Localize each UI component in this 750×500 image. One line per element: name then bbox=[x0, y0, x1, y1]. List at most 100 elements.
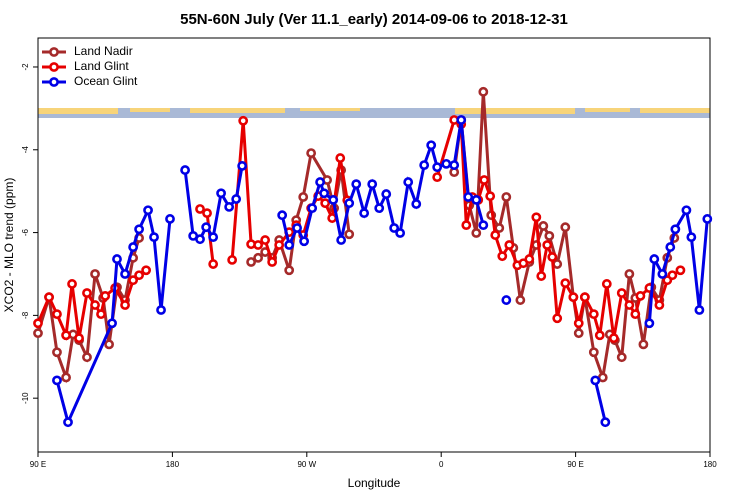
data-point bbox=[501, 295, 512, 305]
data-point bbox=[44, 292, 54, 303]
data-point bbox=[351, 179, 362, 190]
data-point bbox=[389, 223, 400, 233]
data-point bbox=[336, 235, 347, 245]
data-point bbox=[216, 188, 226, 199]
data-point bbox=[344, 198, 355, 209]
data-point bbox=[665, 242, 676, 252]
data-point bbox=[156, 305, 166, 315]
data-point bbox=[638, 339, 649, 350]
data-point bbox=[624, 300, 635, 310]
data-point bbox=[675, 265, 686, 276]
data-point bbox=[568, 292, 579, 303]
data-point bbox=[573, 318, 584, 329]
data-point bbox=[579, 292, 590, 303]
data-point bbox=[601, 279, 612, 289]
data-point bbox=[82, 352, 92, 363]
data-point bbox=[180, 165, 190, 175]
data-point bbox=[238, 115, 249, 126]
data-point bbox=[395, 228, 406, 238]
data-point bbox=[471, 194, 482, 205]
data-point bbox=[515, 295, 526, 305]
data-point bbox=[560, 278, 571, 288]
data-point bbox=[504, 240, 515, 250]
data-point bbox=[441, 158, 452, 169]
y-tick-label: -6 bbox=[21, 228, 30, 236]
data-point bbox=[231, 194, 242, 204]
data-point bbox=[33, 328, 43, 339]
data-point bbox=[74, 333, 84, 344]
data-point bbox=[246, 257, 256, 267]
data-point bbox=[292, 223, 302, 233]
data-point bbox=[112, 254, 122, 264]
data-point bbox=[120, 300, 130, 310]
y-tick-label: -2 bbox=[21, 63, 30, 71]
data-point bbox=[524, 254, 535, 264]
map-strip bbox=[38, 108, 710, 118]
data-point bbox=[90, 300, 100, 310]
data-point bbox=[141, 265, 152, 276]
data-point bbox=[588, 347, 599, 358]
data-point bbox=[344, 229, 355, 240]
data-point bbox=[536, 271, 547, 281]
data-point bbox=[478, 86, 489, 97]
data-point bbox=[253, 240, 264, 250]
data-point bbox=[573, 328, 584, 339]
data-point bbox=[52, 347, 62, 358]
y-tick-label: -10 bbox=[21, 392, 30, 404]
data-point bbox=[96, 309, 106, 320]
data-point bbox=[590, 375, 601, 386]
data-point bbox=[552, 313, 563, 324]
data-point bbox=[616, 288, 627, 298]
data-point bbox=[134, 270, 144, 281]
data-point bbox=[681, 205, 692, 216]
x-axis-label: Longitude bbox=[348, 476, 401, 490]
data-point bbox=[670, 224, 681, 235]
data-point bbox=[208, 232, 219, 243]
data-point bbox=[307, 203, 318, 214]
legend-marker bbox=[49, 77, 59, 87]
data-point bbox=[654, 300, 665, 310]
data-point bbox=[630, 309, 641, 320]
legend-label: Land Glint bbox=[74, 59, 129, 73]
data-point bbox=[104, 339, 114, 350]
data-point bbox=[359, 208, 370, 219]
data-point bbox=[419, 160, 430, 170]
data-point bbox=[61, 330, 71, 341]
data-point bbox=[461, 220, 472, 231]
data-point bbox=[478, 220, 489, 231]
data-point bbox=[128, 275, 139, 286]
data-point bbox=[63, 417, 73, 428]
data-point bbox=[538, 221, 549, 231]
chart-title: 55N-60N July (Ver 11.1_early) 2014-09-06… bbox=[180, 11, 568, 28]
data-point bbox=[497, 251, 508, 262]
data-point bbox=[600, 417, 611, 428]
data-point bbox=[531, 212, 542, 223]
data-point bbox=[267, 257, 278, 267]
data-point bbox=[608, 333, 619, 344]
y-tick-label: -4 bbox=[21, 146, 30, 154]
data-point bbox=[411, 199, 422, 209]
data-point bbox=[224, 202, 235, 212]
data-point bbox=[67, 279, 77, 289]
data-point bbox=[463, 192, 474, 202]
data-point bbox=[552, 259, 563, 269]
x-tick-label: 180 bbox=[166, 460, 180, 469]
data-point bbox=[107, 318, 117, 329]
data-point bbox=[686, 232, 697, 243]
data-point bbox=[306, 148, 317, 158]
data-point bbox=[624, 269, 635, 279]
data-point bbox=[315, 177, 325, 187]
data-point bbox=[208, 259, 219, 269]
data-point bbox=[299, 236, 310, 247]
data-point bbox=[128, 242, 139, 252]
plot-frame bbox=[37, 37, 711, 453]
data-point bbox=[284, 240, 295, 250]
data-point bbox=[100, 291, 111, 301]
data-point bbox=[381, 189, 392, 199]
data-point bbox=[597, 372, 608, 383]
data-point bbox=[201, 222, 212, 233]
data-point bbox=[33, 318, 43, 329]
x-tick-label: 90 W bbox=[297, 460, 316, 469]
data-point bbox=[432, 162, 443, 173]
